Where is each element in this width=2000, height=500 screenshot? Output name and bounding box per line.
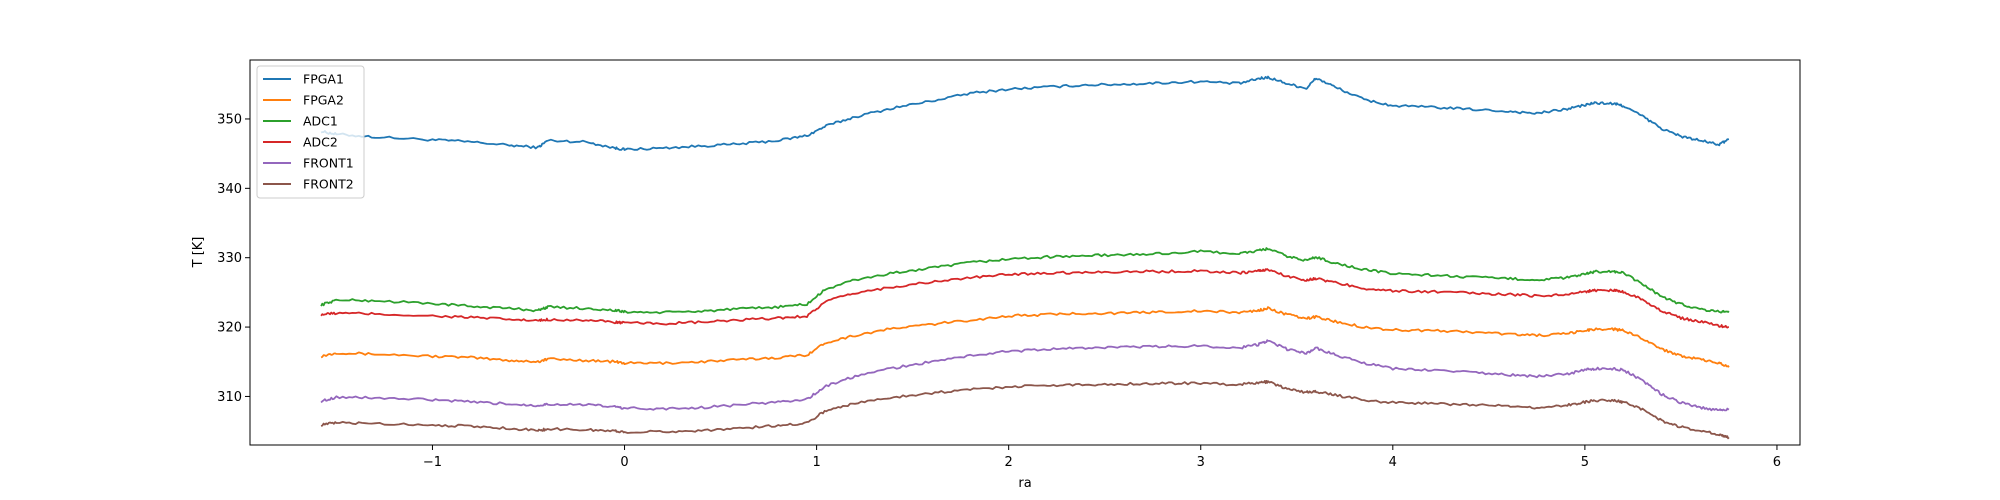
series-layer [320,75,1730,440]
x-axis-label: ra [1018,476,1031,491]
x-tick-label: 1 [812,455,820,470]
x-tick-label: 4 [1389,455,1397,470]
x-tick-label: 6 [1773,455,1781,470]
y-tick-label: 330 [217,251,242,266]
series-line-adc2 [320,268,1729,329]
y-tick-label: 320 [217,321,242,336]
plot-area [250,60,1800,445]
series-line-front1 [320,339,1730,412]
series-line-adc1 [320,247,1730,315]
legend-label-fpga2: FPGA2 [303,93,344,108]
plot-frame [249,59,1801,446]
series-line-fpga2 [320,306,1730,368]
legend-label-front1: FRONT1 [303,156,354,171]
x-tick-label: −1 [423,455,442,470]
x-tick-label: 5 [1581,455,1589,470]
series-line-fpga1 [320,75,1730,151]
legend-label-fpga1: FPGA1 [303,72,344,87]
y-axis-label: T [K] [191,237,206,269]
y-tick-label: 350 [217,112,242,127]
legend-label-front2: FRONT2 [303,177,354,192]
y-axis-ticks: 310 320 330 340 350 [217,112,250,405]
x-tick-label: 3 [1197,455,1205,470]
x-tick-label: 2 [1005,455,1013,470]
x-tick-label: 0 [620,455,628,470]
x-axis-ticks: −1 0 1 2 3 4 5 6 [423,445,1781,470]
legend-label-adc1: ADC1 [303,114,338,129]
y-tick-label: 340 [217,182,242,197]
series-line-front2 [320,379,1730,440]
legend: FPGA1 FPGA2 ADC1 ADC2 FRONT1 FRONT2 [256,65,365,199]
y-tick-label: 310 [217,390,242,405]
legend-label-adc2: ADC2 [303,135,338,150]
